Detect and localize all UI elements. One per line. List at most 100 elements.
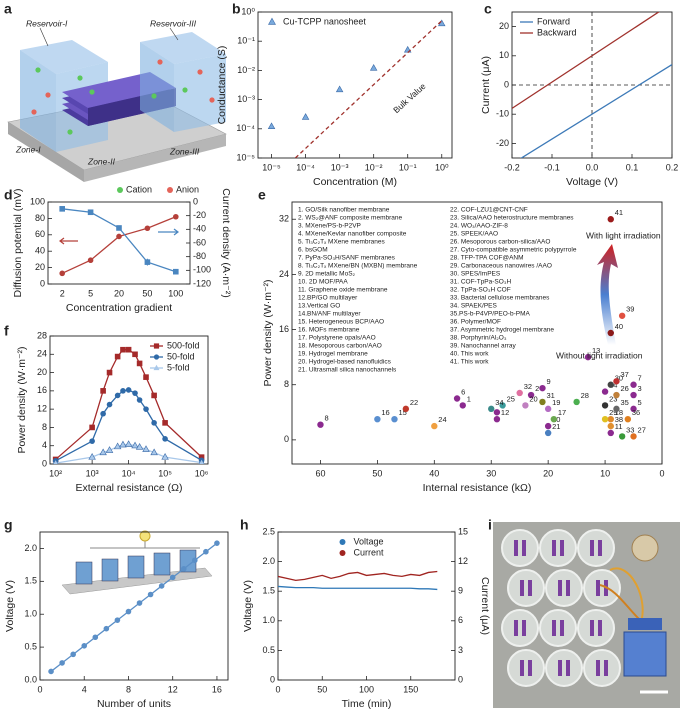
anion (197, 69, 203, 75)
panel-label: f (4, 323, 9, 339)
marker (607, 216, 614, 223)
legend-item: 18. Mesoporous carbon/AAO (298, 343, 382, 350)
x-tick-label: 8 (126, 684, 131, 694)
gel-array (501, 529, 621, 687)
marker (92, 634, 99, 641)
marker (81, 642, 88, 649)
y2-tick-label: 12 (458, 556, 468, 566)
unit (153, 552, 171, 576)
marker (114, 617, 121, 623)
legend-item: 15. Heterogeneous BCP/AAO (298, 319, 384, 326)
marker (453, 395, 461, 402)
marker (317, 421, 324, 428)
marker (151, 392, 157, 399)
gel-strip (514, 540, 518, 556)
gel (539, 609, 577, 647)
point-label: 15 (398, 408, 406, 417)
marker (601, 415, 609, 423)
x-tick-label: 0 (275, 684, 280, 694)
y-tick-label: 80 (35, 213, 45, 223)
legend-item: 3. MXene/PS-b-P2VP (298, 223, 361, 230)
marker (151, 420, 157, 426)
marker (144, 259, 151, 265)
legend-label: Backward (537, 27, 577, 37)
marker (125, 387, 132, 393)
cation (182, 87, 188, 93)
gel-strip (522, 620, 526, 636)
legend-item: 31. COF-TpPa-SO₃H (450, 279, 511, 286)
marker (100, 410, 106, 417)
y-tick-label: 16 (279, 324, 289, 334)
x-tick-label: 10⁵ (158, 468, 172, 478)
marker (48, 668, 54, 675)
marker (267, 122, 276, 130)
marker (89, 424, 95, 431)
x-tick-label: 0.0 (586, 162, 599, 172)
chart: 2 5 20 50 100 0 20 40 60 80 100 0 -20 -40 -60 -80 -100 -1… (12, 188, 232, 313)
point-label: 29 (609, 408, 617, 417)
y-tick-label: 28 (37, 330, 47, 340)
gel (577, 609, 615, 647)
legend-item: 39. Nanochannel array (450, 343, 517, 350)
keypad (623, 631, 667, 677)
marker (114, 353, 121, 360)
marker (59, 660, 65, 666)
point-label: 3 (638, 384, 642, 393)
x-axis-label: External resistance (Ω) (75, 482, 182, 494)
x-tick-label: 10³ (86, 468, 99, 478)
gel (583, 569, 621, 607)
gel-strip (520, 580, 524, 596)
marker (516, 389, 523, 397)
legend-marker (153, 343, 160, 349)
y2-tick-label: -120 (193, 278, 211, 288)
y2-tick-label: 6 (458, 615, 463, 625)
point-label: 11 (615, 422, 623, 431)
x-tick-label: 40 (429, 468, 439, 478)
x-tick-label: 50 (372, 468, 382, 478)
legend-marker (268, 17, 276, 25)
y-tick-label: 60 (35, 229, 45, 239)
x-tick-label: 100 (168, 288, 183, 298)
diagram-label: Zone-III (169, 146, 200, 156)
legend-item: 19. Hydrogel membrane (298, 351, 368, 358)
marker (136, 360, 143, 367)
point-label: 40 (615, 322, 623, 331)
legend-anion (167, 187, 173, 193)
gel-strip (528, 660, 532, 676)
y-axis-label: Diffusion potential (mV) (12, 189, 24, 298)
marker (106, 369, 113, 376)
marker (169, 574, 176, 581)
point-label: 21 (552, 422, 560, 431)
y-tick-label: 10⁻⁵ (237, 152, 256, 162)
point-label: 31 (546, 391, 554, 400)
marker (161, 453, 169, 460)
reservoir-face (174, 54, 226, 132)
marker (125, 346, 132, 353)
panel-label: d (4, 187, 13, 203)
x-tick-label: 30 (486, 468, 496, 478)
marker (136, 600, 143, 606)
legend-item: 2. WS₂@ANF composite membrane (298, 215, 403, 222)
x-tick-label: 10⁶ (195, 468, 209, 478)
x-tick-label: 100 (359, 684, 374, 694)
y-tick-label: 20 (37, 367, 47, 377)
legend-item: 32. TpPa-SO₃H COF (450, 287, 511, 294)
marker (459, 402, 466, 409)
marker (116, 233, 122, 240)
y-tick-label: 24 (37, 349, 47, 359)
marker (374, 415, 381, 423)
y-tick-label: 1.5 (24, 576, 37, 586)
x-tick-label: 60 (315, 468, 325, 478)
marker (142, 445, 150, 452)
y-axis-label: Conductance (S) (216, 46, 228, 125)
point-label: 38 (615, 415, 623, 424)
marker (630, 405, 637, 413)
point-label: 24 (438, 415, 446, 424)
gel-strip (598, 540, 602, 556)
legend-label: Voltage (354, 536, 384, 546)
marker (607, 381, 614, 388)
point-label: 33 (626, 425, 634, 434)
x-axis-label: Time (min) (342, 698, 392, 710)
legend-marker (153, 364, 160, 371)
legend-item: 22. COF-LZU1@CNT-CNF (450, 207, 528, 214)
